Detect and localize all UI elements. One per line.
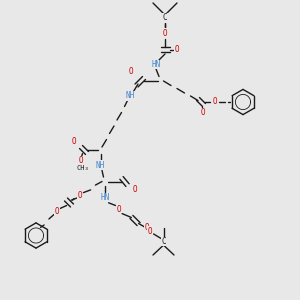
Text: O: O — [116, 206, 121, 214]
Text: O: O — [148, 226, 152, 236]
Text: HN: HN — [152, 60, 160, 69]
Text: O: O — [163, 28, 167, 38]
Text: O: O — [79, 156, 83, 165]
Text: O: O — [128, 68, 133, 76]
Text: O: O — [133, 184, 137, 194]
Text: NH: NH — [96, 160, 105, 169]
Text: CH₃: CH₃ — [76, 165, 89, 171]
Text: NH: NH — [126, 92, 135, 100]
Text: O: O — [145, 224, 149, 232]
Text: O: O — [55, 207, 59, 216]
Text: O: O — [200, 108, 205, 117]
Text: C: C — [161, 237, 166, 246]
Text: O: O — [71, 136, 76, 146]
Text: O: O — [212, 98, 217, 106]
Text: C: C — [163, 14, 167, 22]
Text: HN: HN — [100, 193, 109, 202]
Text: O: O — [175, 45, 179, 54]
Text: O: O — [77, 190, 82, 200]
